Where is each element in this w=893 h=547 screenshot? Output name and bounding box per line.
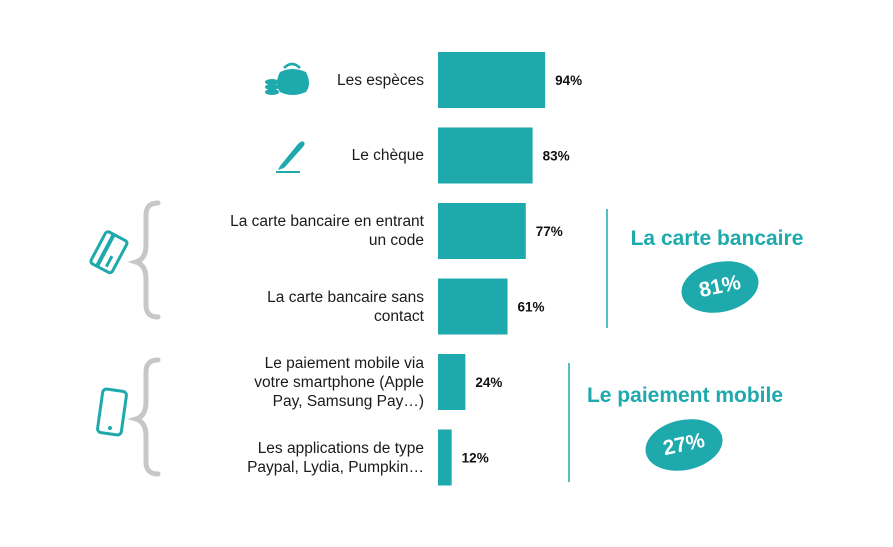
category-label-line: votre smartphone (Apple: [254, 373, 424, 391]
group-title-mobile: Le paiement mobile: [586, 384, 784, 407]
bar-5: [438, 429, 452, 486]
group-title-card: La carte bancaire: [630, 227, 804, 250]
category-label-line: contact: [374, 307, 424, 325]
value-label-2: 77%: [536, 224, 563, 239]
coin-purse-icon: [265, 62, 309, 95]
pen-icon: [276, 141, 305, 173]
category-label-3: La carte bancaire sans contact: [94, 288, 424, 326]
brace-card-group: [127, 200, 161, 320]
value-label-1: 83%: [543, 149, 570, 164]
credit-card-icon: [89, 230, 129, 275]
category-label-line: Les applications de type: [257, 439, 424, 457]
bar-1: [438, 127, 533, 184]
value-label-3: 61%: [518, 300, 545, 315]
category-label-line: La carte bancaire sans: [267, 288, 424, 306]
category-label-1: Le chèque: [94, 146, 424, 165]
brace-mobile-group: [127, 357, 161, 477]
category-label-2: La carte bancaire en entrant un code: [94, 212, 424, 250]
category-label-line: Le paiement mobile via: [264, 354, 424, 372]
category-label-line: La carte bancaire en entrant: [230, 213, 424, 230]
bar-3: [438, 278, 508, 335]
category-label-0: Les espèces: [94, 71, 424, 90]
category-label-line: un code: [368, 232, 424, 249]
bar-4: [438, 354, 466, 410]
value-label-5: 12%: [462, 451, 489, 466]
bar-2: [438, 203, 526, 259]
smartphone-icon: [96, 387, 128, 437]
category-label-line: Pay, Samsung Pay…): [272, 392, 424, 410]
category-label-4: Le paiement mobile via votre smartphone (…: [94, 354, 424, 411]
category-label-5: Les applications de type Paypal, Lydia, P…: [94, 439, 424, 477]
category-label-line: Les espèces: [336, 71, 424, 89]
category-label-line: Le chèque: [351, 147, 424, 164]
bar-0: [438, 52, 546, 108]
value-label-4: 24%: [475, 375, 502, 390]
value-label-0: 94%: [555, 73, 582, 88]
category-label-line: Paypal, Lydia, Pumpkin…: [247, 458, 424, 476]
